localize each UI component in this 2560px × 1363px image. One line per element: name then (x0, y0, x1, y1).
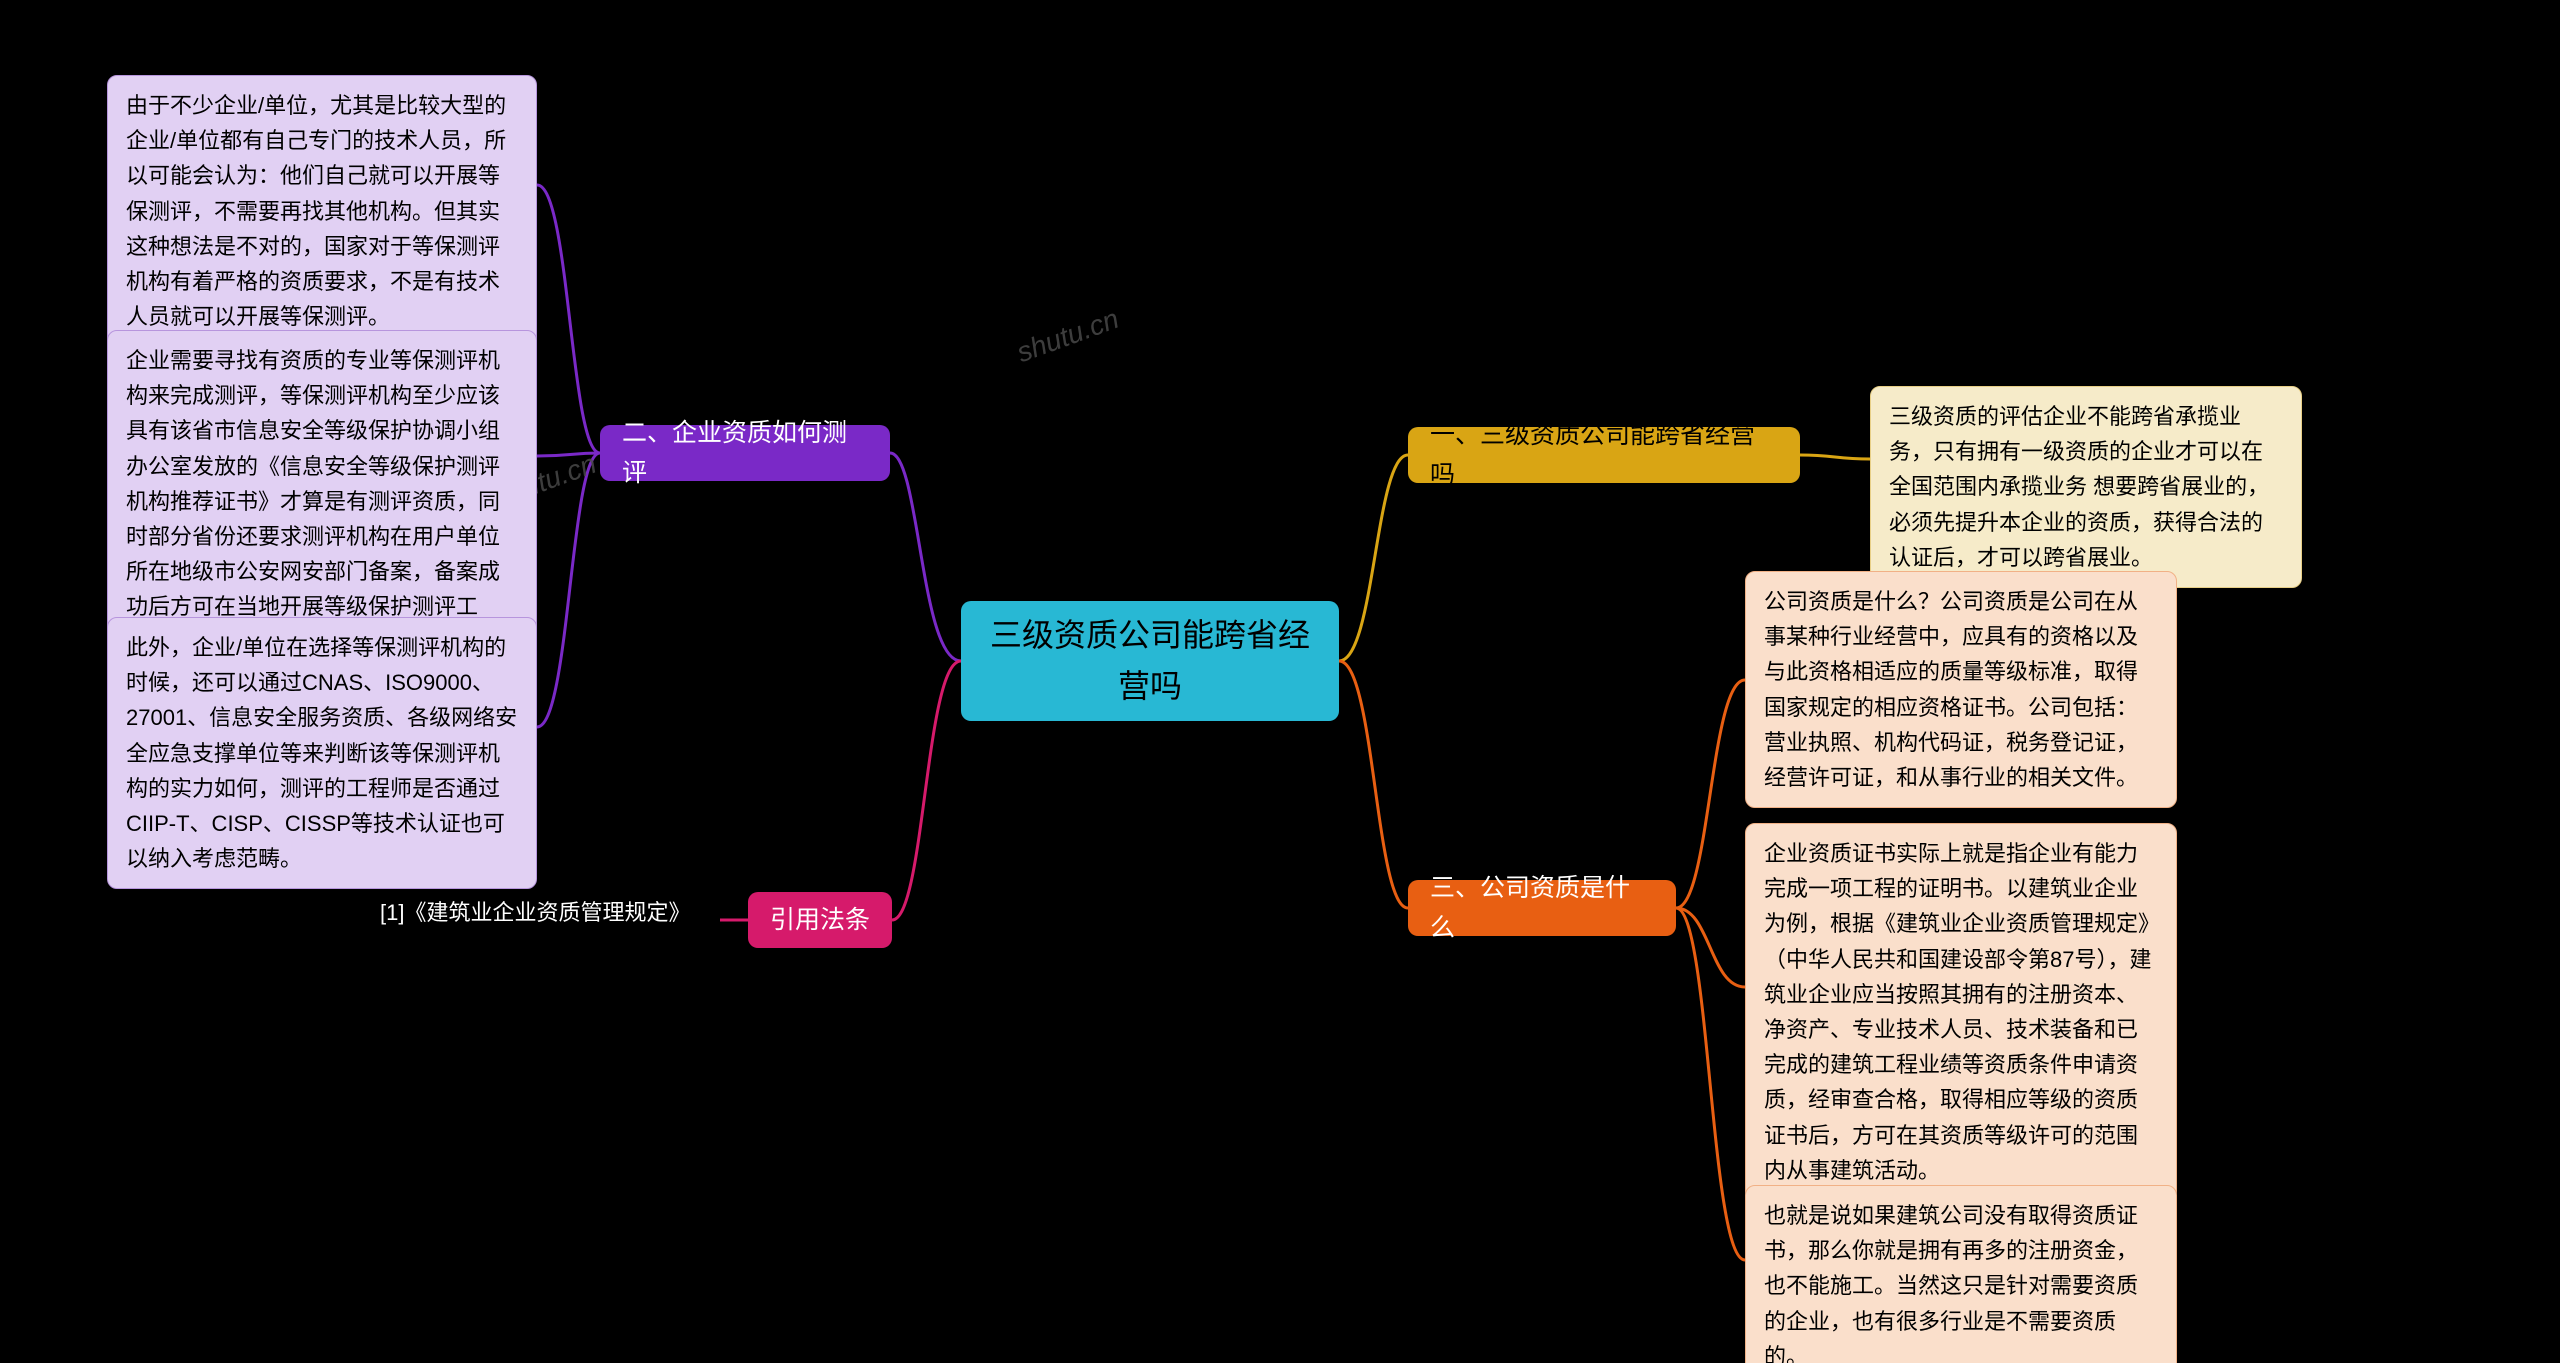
root-node[interactable]: 三级资质公司能跨省经营吗 (961, 601, 1339, 721)
branch-b2[interactable]: 二、企业资质如何测评 (600, 425, 890, 481)
leaf-b2-0[interactable]: 由于不少企业/单位，尤其是比较大型的企业/单位都有自己专门的技术人员，所以可能会… (107, 75, 537, 347)
leaf-b3-0[interactable]: 公司资质是什么？公司资质是公司在从事某种行业经营中，应具有的资格以及与此资格相适… (1745, 571, 2177, 808)
leaf-b3-2[interactable]: 也就是说如果建筑公司没有取得资质证书，那么你就是拥有再多的注册资金，也不能施工。… (1745, 1185, 2177, 1363)
branch-b1[interactable]: 一、三级资质公司能跨省经营吗 (1408, 427, 1800, 483)
leaf-b3-1[interactable]: 企业资质证书实际上就是指企业有能力完成一项工程的证明书。以建筑业企业为例，根据《… (1745, 823, 2177, 1201)
leaf-ref-0[interactable]: [1]《建筑业企业资质管理规定》 (380, 895, 720, 927)
branch-b3[interactable]: 三、公司资质是什么 (1408, 880, 1676, 936)
branch-ref[interactable]: 引用法条 (748, 892, 892, 948)
leaf-b1-0[interactable]: 三级资质的评估企业不能跨省承揽业务，只有拥有一级资质的企业才可以在全国范围内承揽… (1870, 386, 2302, 588)
watermark: shutu.cn (1013, 303, 1123, 369)
leaf-b2-2[interactable]: 此外，企业/单位在选择等保测评机构的时候，还可以通过CNAS、ISO9000、2… (107, 617, 537, 889)
